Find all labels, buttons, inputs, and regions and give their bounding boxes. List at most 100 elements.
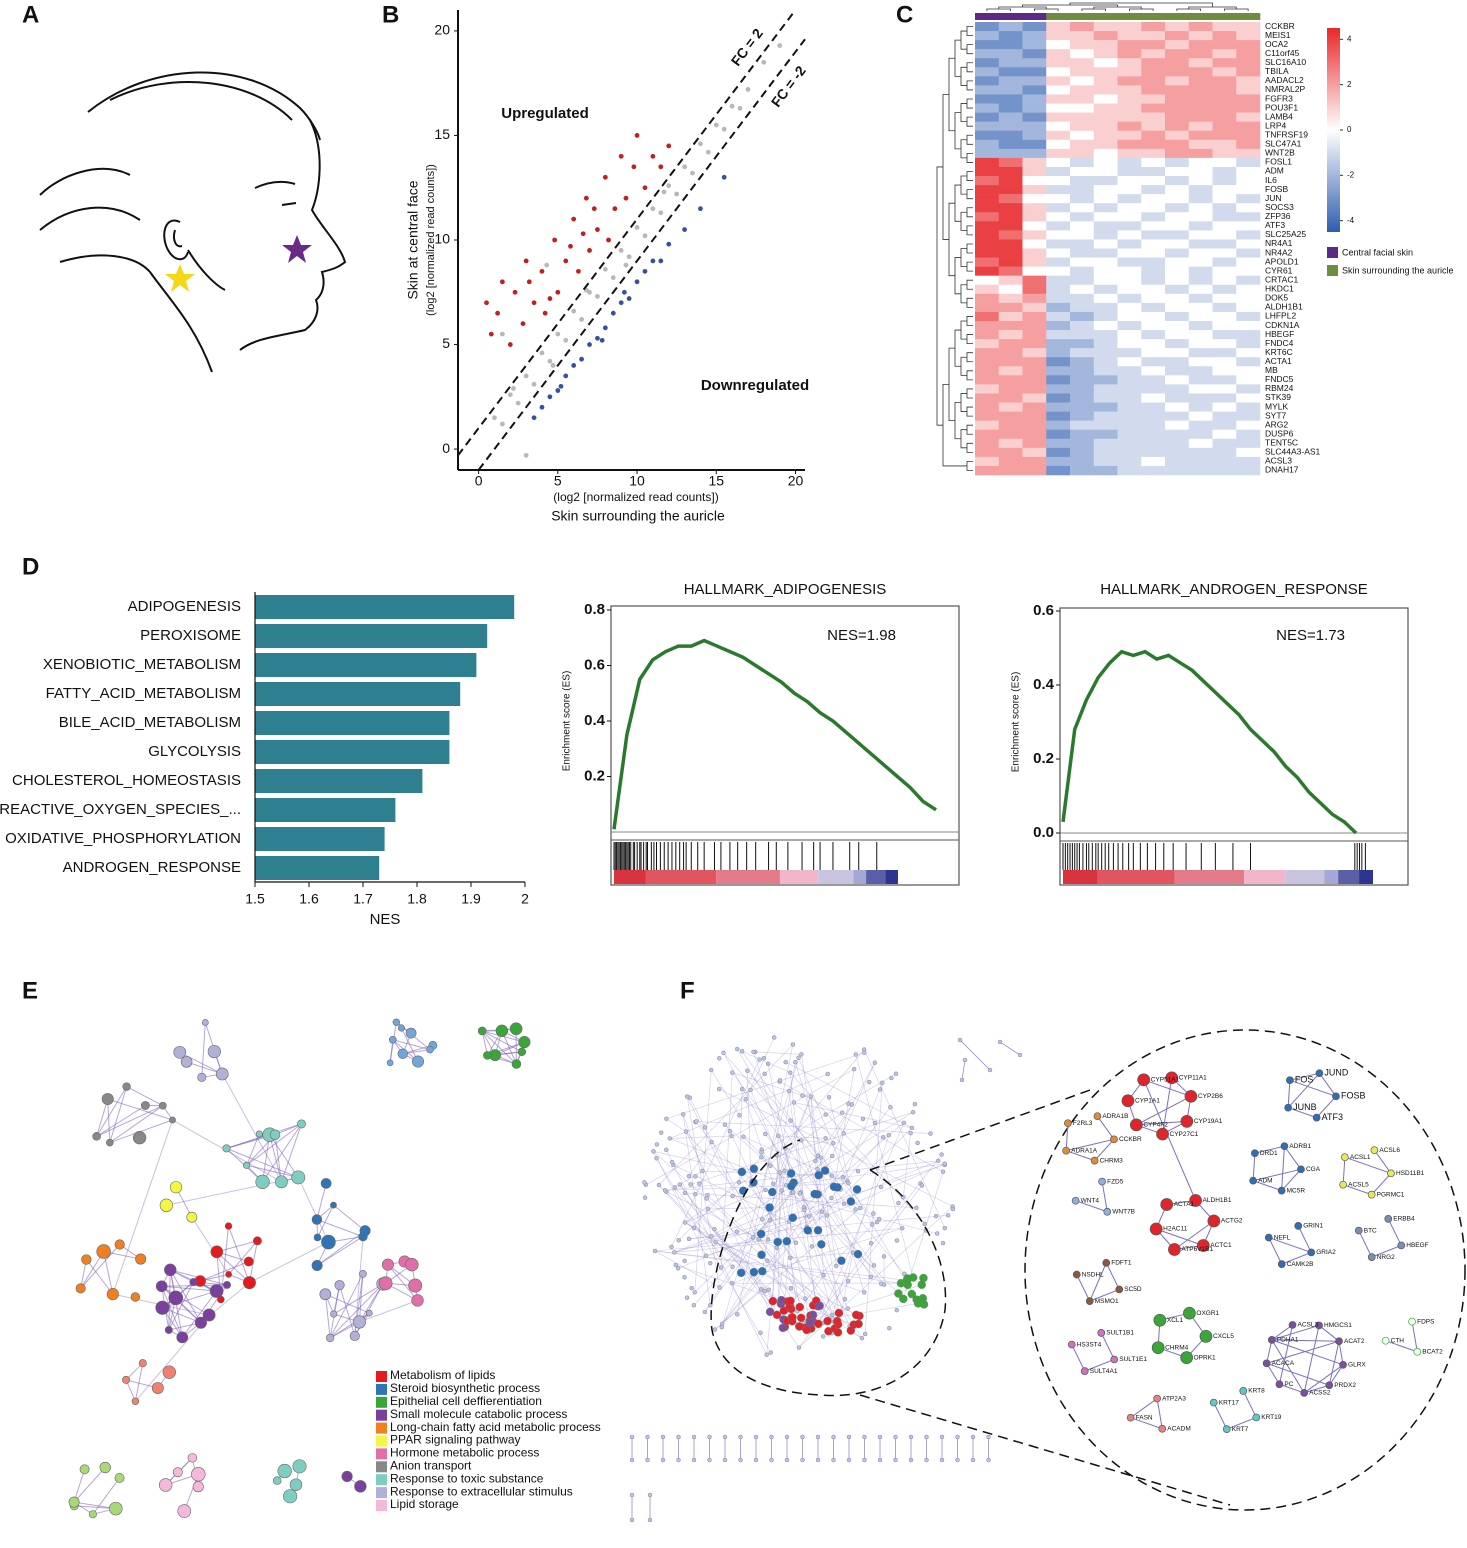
heatmap-cell (1212, 230, 1237, 240)
heatmap-cell (975, 420, 1000, 430)
network-node (359, 1225, 371, 1237)
heatmap-cell (1236, 339, 1261, 349)
network-node (830, 1153, 835, 1159)
network-node (386, 1059, 394, 1067)
rank-colorbar (1324, 870, 1339, 884)
point (571, 308, 577, 314)
gene-label: CYP2B6 (1198, 1093, 1223, 1100)
group-cell (1188, 13, 1213, 20)
network-node (1267, 1336, 1276, 1344)
y-tick-label: 0.6 (1033, 602, 1054, 619)
dendrogram (966, 279, 973, 290)
point (621, 289, 627, 295)
network-edge (161, 1285, 217, 1292)
network-edge (689, 1097, 798, 1312)
network-edge (191, 1216, 230, 1275)
heatmap-cell (975, 203, 1000, 213)
network-node (859, 1335, 865, 1341)
heatmap-cell (1046, 420, 1071, 430)
network-node (688, 1182, 693, 1187)
network-edge (720, 1072, 733, 1268)
network-edge (1156, 1398, 1163, 1429)
dendrogram (966, 424, 973, 435)
dendrogram (960, 103, 967, 123)
network-edge (200, 1261, 249, 1282)
network-node (970, 1457, 976, 1463)
legend-label: Hormone metabolic process (390, 1446, 539, 1460)
network-edge (92, 1477, 120, 1515)
gene-label: ADRA1B (1102, 1113, 1128, 1120)
network-edge (324, 1294, 331, 1339)
heatmap-cell (1165, 266, 1190, 276)
ear (172, 229, 183, 248)
network-node (814, 1319, 823, 1329)
heatmap-cell (1236, 103, 1261, 113)
network-node (1180, 1114, 1194, 1128)
heatmap-cell (998, 402, 1023, 412)
heatmap-cell (1165, 148, 1190, 159)
network-node (868, 1274, 874, 1280)
dendrogram (1033, 8, 1059, 11)
network-node (915, 1140, 920, 1146)
network-edge (688, 1235, 712, 1240)
heatmap-cell (975, 85, 1000, 95)
network-edge (999, 1041, 1021, 1056)
network-node (1137, 1073, 1151, 1087)
network-node (783, 1059, 788, 1065)
network-edge (333, 1283, 384, 1315)
heatmap-cell (1093, 148, 1118, 159)
gene-label: CAMK2B (1287, 1261, 1314, 1268)
heatmap-cell (1070, 375, 1095, 385)
dendrogram (966, 316, 973, 326)
gene-label: ATF3 (1322, 1112, 1343, 1122)
heatmap-cell (1070, 40, 1095, 50)
network-edge (262, 1123, 302, 1183)
reference-line (457, 9, 797, 456)
point (563, 258, 569, 264)
heatmap-cell (1046, 311, 1071, 322)
gene-label: OXGR1 (1196, 1310, 1219, 1317)
heatmap-cell (1093, 76, 1118, 86)
heatmap-cell (1022, 130, 1047, 141)
heatmap-cell (1070, 438, 1095, 449)
network-edge (246, 1123, 302, 1166)
heatmap-cell (1141, 393, 1166, 403)
network-node (762, 1071, 767, 1077)
network-node (807, 1214, 812, 1219)
network-node (907, 1289, 916, 1299)
network-edge (803, 1207, 848, 1309)
network-node (659, 1130, 664, 1135)
heatmap-cell (1117, 85, 1142, 95)
network-node (1199, 1329, 1213, 1343)
legend-label: Response to toxic substance (390, 1471, 544, 1485)
network-edge (1338, 1341, 1344, 1365)
network-node (311, 1260, 323, 1271)
point (499, 331, 505, 337)
network-node (869, 1222, 875, 1227)
network-node (155, 1300, 170, 1315)
network-edge (747, 1070, 878, 1223)
gene-label: KRT7 (1232, 1426, 1249, 1433)
row-label: FNDC4 (1265, 338, 1294, 348)
network-node (1315, 1321, 1323, 1330)
point (658, 164, 664, 170)
heatmap-cell (1022, 438, 1047, 449)
network-edge (1318, 1325, 1340, 1342)
network-node (928, 1131, 933, 1136)
network-node (831, 1141, 836, 1146)
panel-label: B (382, 1, 399, 28)
heatmap-cell (1236, 166, 1261, 177)
network-node (877, 1216, 882, 1222)
gene-label: ACTA1 (1174, 1201, 1195, 1208)
heatmap-cell (1165, 330, 1190, 340)
star-face (282, 235, 312, 263)
network-node (739, 1049, 745, 1054)
network-node (191, 1467, 206, 1482)
heatmap-cell (1070, 221, 1095, 231)
heatmap-cell (998, 22, 1023, 32)
heatmap-cell (1022, 157, 1047, 168)
network-edge (959, 1039, 991, 1071)
legend-label: Lipid storage (390, 1497, 459, 1511)
rank-colorbar (866, 870, 886, 884)
